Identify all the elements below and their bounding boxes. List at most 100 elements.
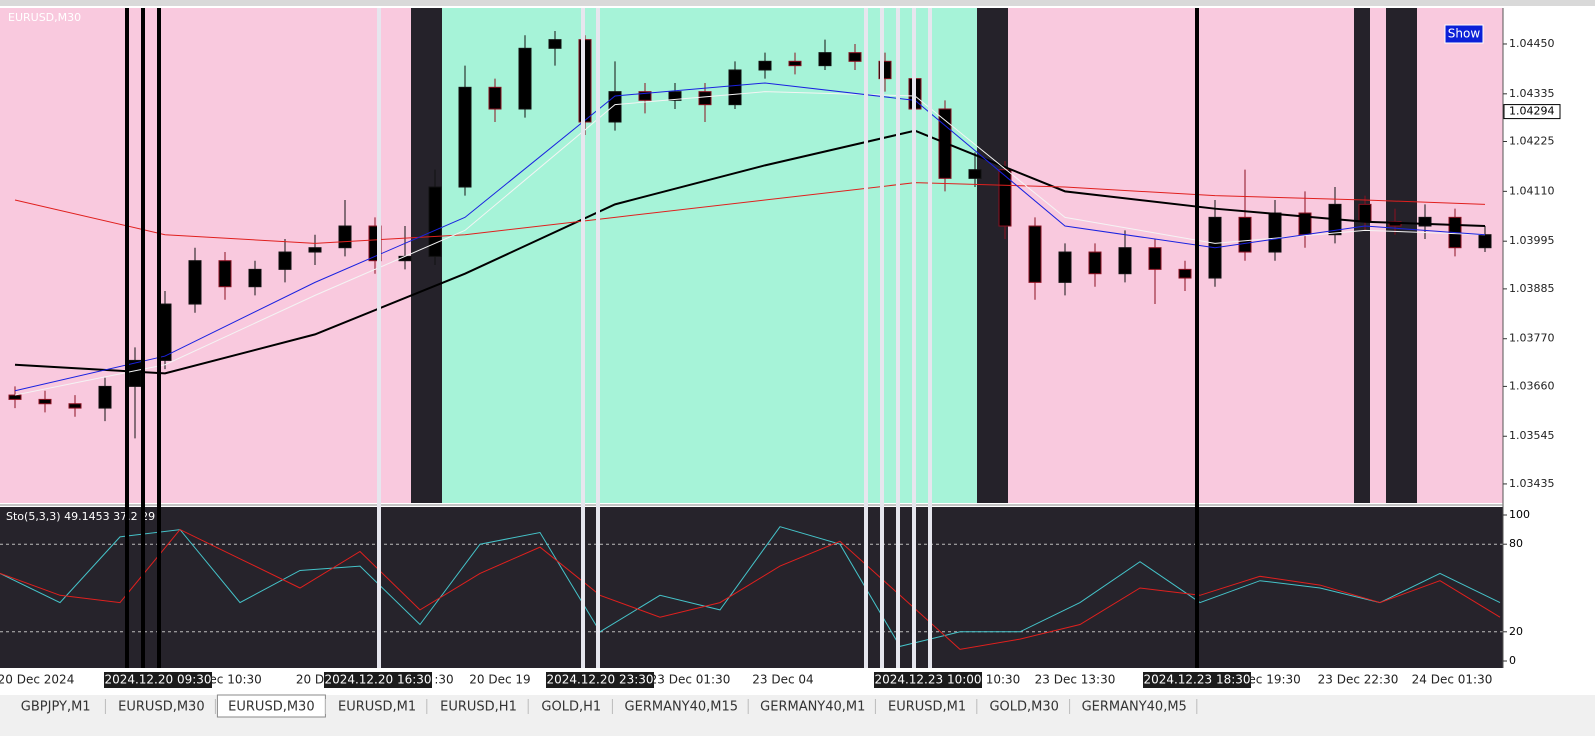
- show-button-label[interactable]: Show: [1448, 27, 1481, 41]
- moving-average: [14, 82, 1486, 392]
- stochastic-line: [0, 526, 1501, 647]
- x-tick-label: 23 Dec 01:30: [650, 673, 731, 687]
- tab-label[interactable]: GERMANY40,M5: [1082, 700, 1187, 715]
- candle-body: [1148, 247, 1162, 270]
- white-vline: [880, 8, 884, 668]
- cursor-label-box: [546, 672, 654, 688]
- white-vline: [596, 8, 600, 668]
- tab[interactable]: [107, 697, 216, 716]
- candle-body: [338, 225, 352, 249]
- tab[interactable]: [530, 697, 613, 716]
- symbol-label: EURUSD,M30: [8, 11, 81, 24]
- tab-label[interactable]: EURUSD,M1: [338, 700, 416, 715]
- current-price-label: 1.04294: [1509, 105, 1555, 118]
- moving-average: [14, 129, 1486, 375]
- y-tick-label: 1.04110: [1509, 184, 1555, 197]
- x-tick-label: 10:30: [986, 673, 1021, 687]
- show-button[interactable]: [1444, 24, 1484, 44]
- candle-body: [1118, 247, 1132, 275]
- tab-label[interactable]: EURUSD,H1: [440, 700, 517, 715]
- candle-body: [278, 251, 292, 270]
- candle-body: [218, 260, 232, 288]
- tab[interactable]: [614, 697, 749, 716]
- x-tick-label: 23 Dec 13:30: [1035, 673, 1116, 687]
- candle-body: [818, 52, 832, 67]
- black-vline: [157, 8, 161, 668]
- candle-body: [1238, 216, 1252, 253]
- candle-body: [848, 52, 862, 62]
- y-tick-label: 1.03885: [1509, 282, 1555, 295]
- oscillator-panel: [0, 507, 1503, 668]
- tab[interactable]: [327, 697, 427, 716]
- tab-label[interactable]: GERMANY40,M15: [625, 700, 739, 715]
- candle-body: [758, 60, 772, 71]
- candle-body: [248, 268, 262, 288]
- candle-body: [518, 47, 532, 110]
- x-tick-label: Dec 10:30: [200, 673, 262, 687]
- x-tick-label: 23 Dec 22:30: [1318, 673, 1399, 687]
- x-tick-label: 20 Dec 19: [469, 673, 530, 687]
- candle-body: [668, 91, 682, 101]
- cursor-label-box: [1143, 672, 1251, 688]
- x-tick-label: 20 Dec 2024: [0, 673, 74, 687]
- price-panel: [0, 8, 1503, 503]
- tab-label[interactable]: EURUSD,M30: [118, 700, 204, 715]
- candle-body: [1058, 251, 1072, 283]
- cursor-label: 2024.12.23 10:00: [874, 673, 981, 687]
- candle-body: [98, 385, 112, 409]
- tab-label[interactable]: EURUSD,M1: [888, 700, 966, 715]
- tab[interactable]: [750, 697, 876, 716]
- candle-body: [998, 169, 1012, 227]
- session-dark: [1354, 8, 1370, 503]
- candle-body: [638, 91, 652, 101]
- tab-label[interactable]: GERMANY40,M1: [760, 700, 865, 715]
- y-tick-label: 1.04335: [1509, 87, 1555, 100]
- candle-body: [968, 169, 982, 179]
- candle-body: [1028, 225, 1042, 283]
- cursor-label-box: [324, 672, 432, 688]
- x-tick-label: :30: [434, 673, 453, 687]
- candle-body: [188, 260, 202, 305]
- cursor-label: 2024.12.20 09:30: [104, 673, 211, 687]
- candle-body: [548, 39, 562, 49]
- tab[interactable]: [428, 697, 529, 716]
- tab-label[interactable]: GOLD,M30: [989, 700, 1058, 715]
- y-tick-label: 1.04225: [1509, 135, 1555, 148]
- black-vline: [125, 8, 129, 668]
- candle-body: [38, 398, 52, 405]
- tab[interactable]: [877, 697, 977, 716]
- cursor-label-box: [104, 672, 212, 688]
- y-tick-label: 1.03995: [1509, 234, 1555, 247]
- tab-label[interactable]: GOLD,H1: [541, 700, 601, 715]
- candle-body: [698, 91, 712, 106]
- candle-body: [428, 186, 442, 257]
- tab[interactable]: [1071, 697, 1197, 716]
- x-tick-label: Dec 19:30: [1239, 673, 1301, 687]
- candle-body: [68, 403, 82, 409]
- tab[interactable]: [6, 697, 106, 716]
- y-tick-label: 1.03660: [1509, 379, 1555, 392]
- candle-body: [1418, 216, 1432, 227]
- stochastic-line: [0, 528, 1501, 650]
- cursor-label: 2024.12.20 16:30: [324, 673, 431, 687]
- tab[interactable]: [978, 697, 1070, 716]
- oscillator-label: Sto(5,3,3) 49.1453 37.2 29: [6, 510, 155, 523]
- y-tick-label: 100: [1509, 508, 1530, 521]
- cursor-label-box: [874, 672, 982, 688]
- candle-body: [488, 86, 502, 110]
- candle-body: [458, 86, 472, 188]
- y-tick-label: 0: [1509, 654, 1516, 667]
- x-tick-label: 23 Dec 04: [752, 673, 813, 687]
- x-tick-label: 24 Dec 01:30: [1412, 673, 1493, 687]
- cursor-label: 2024.12.23 18:30: [1143, 673, 1250, 687]
- y-tick-label: 1.03770: [1509, 332, 1555, 345]
- candle-body: [308, 247, 322, 253]
- y-tick-label: 1.03435: [1509, 477, 1555, 490]
- tab-label[interactable]: EURUSD,M30: [228, 700, 314, 715]
- white-vline: [581, 8, 585, 668]
- top-border: [0, 0, 1595, 6]
- candle-body: [728, 69, 742, 106]
- tab-label[interactable]: GBPJPY,M1: [21, 700, 91, 715]
- moving-average: [14, 91, 1486, 396]
